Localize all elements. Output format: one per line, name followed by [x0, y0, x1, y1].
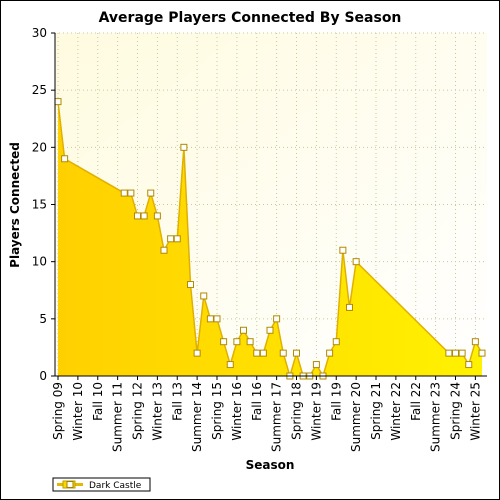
data-point [326, 349, 334, 357]
x-axis-label: Season [246, 458, 295, 472]
data-point [259, 349, 267, 357]
x-tick-label: Fall 22 [409, 382, 423, 421]
x-tick-label: Spring 18 [290, 382, 304, 440]
x-tick-label: Summer 20 [349, 382, 363, 452]
y-axis-label: Players Connected [8, 142, 22, 268]
data-point [346, 303, 353, 311]
y-tick-label: 5 [39, 312, 47, 326]
x-tick-label: Winter 13 [150, 382, 164, 441]
data-point [246, 338, 254, 346]
data-point [54, 98, 62, 106]
data-point [193, 349, 201, 357]
data-point [173, 235, 181, 243]
data-point [61, 155, 69, 163]
x-tick-label: Fall 10 [91, 382, 105, 421]
x-tick-label: Summer 14 [190, 382, 204, 452]
data-point [352, 258, 360, 266]
data-point [458, 349, 466, 357]
data-point [213, 315, 221, 323]
data-point [452, 349, 459, 357]
data-point [273, 315, 281, 323]
x-tick-label: Fall 13 [170, 382, 184, 421]
chart-title: Average Players Connected By Season [99, 10, 402, 26]
data-point [312, 361, 320, 369]
data-point [253, 349, 261, 357]
data-point [471, 338, 479, 346]
data-point [160, 246, 168, 254]
legend-label: Dark Castle [89, 481, 142, 491]
data-point [465, 361, 473, 369]
y-tick-label: 25 [32, 83, 47, 97]
data-point [332, 338, 340, 346]
y-tick-label: 30 [32, 26, 47, 40]
data-point [153, 212, 161, 220]
x-tick-label: Winter 16 [230, 382, 244, 441]
y-tick-label: 10 [32, 255, 47, 269]
x-tick-label: Fall 16 [250, 382, 264, 421]
x-tick-label: Summer 23 [429, 382, 443, 452]
legend: Dark Castle [52, 477, 151, 492]
x-tick-label: Winter 10 [71, 382, 85, 441]
x-tick-label: Winter 22 [389, 382, 403, 441]
data-point [266, 326, 274, 334]
data-point [180, 143, 188, 151]
data-point [293, 349, 300, 357]
data-point [279, 349, 287, 357]
data-point [445, 349, 453, 357]
x-tick-label: Fall 19 [329, 382, 343, 421]
data-point [127, 189, 135, 197]
data-point [167, 235, 175, 243]
series-area [58, 101, 482, 376]
data-point [339, 246, 347, 254]
legend-marker [66, 481, 74, 488]
x-tick-label: Spring 12 [131, 382, 145, 440]
data-point [120, 189, 128, 197]
x-tick-label: Spring 09 [51, 382, 65, 440]
data-point [134, 212, 141, 220]
x-tick-label: Spring 24 [449, 382, 463, 440]
data-point [206, 315, 214, 323]
legend-box [52, 477, 151, 492]
data-point [240, 326, 247, 334]
x-tick-label: Spring 21 [369, 382, 383, 440]
data-point [226, 361, 234, 369]
y-tick-label: 20 [32, 140, 47, 154]
plot-area: 0 5 10 15 20 25 30 Spring 09 Winter 10 Fall 10 Sum… [32, 26, 487, 452]
y-tick-label: 15 [32, 198, 47, 212]
data-point [200, 292, 208, 300]
data-point [233, 338, 241, 346]
y-tick-label: 0 [39, 369, 47, 383]
x-tick-label: Winter 19 [309, 382, 323, 441]
data-point [147, 189, 155, 197]
data-point [220, 338, 228, 346]
x-tick-label: Summer 17 [270, 382, 284, 452]
data-point [140, 212, 148, 220]
x-tick-label: Summer 11 [111, 382, 125, 452]
data-point [187, 281, 194, 289]
x-tick-label: Winter 25 [468, 382, 482, 441]
x-tick-label: Spring 15 [210, 382, 224, 440]
data-point [478, 349, 486, 357]
series-line [57, 101, 483, 379]
